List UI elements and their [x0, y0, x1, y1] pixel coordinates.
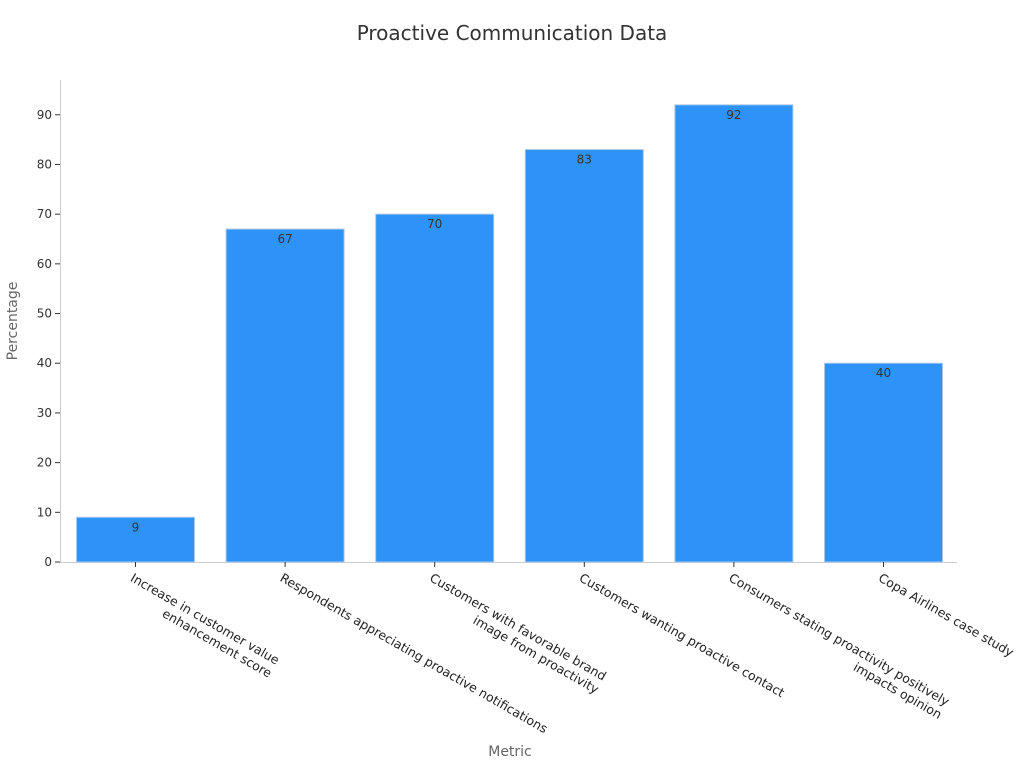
data-label: 92 [726, 108, 741, 122]
bar [375, 213, 495, 563]
x-tick-label-line: Copa Airlines case study [876, 570, 1017, 660]
bar [674, 104, 794, 563]
bars: 9 67 70 83 92 40 [76, 104, 943, 563]
plot-area: 0 10 20 30 40 50 60 70 80 90 9 67 70 83 92 40 Increase… [37, 80, 1017, 736]
y-tick-label: 20 [37, 456, 52, 470]
data-label: 40 [876, 366, 891, 380]
x-tick-label-line: Respondents appreciating proactive notif… [278, 570, 551, 736]
data-label: 83 [577, 153, 592, 167]
chart-title: Proactive Communication Data [357, 21, 668, 45]
y-tick-label: 0 [44, 555, 52, 569]
x-tick-label-line: Customers with favorable brand [427, 570, 609, 684]
bar [824, 362, 943, 563]
bar [524, 149, 644, 563]
y-ticks: 0 10 20 30 40 50 60 70 80 90 [37, 108, 60, 569]
bar [76, 516, 195, 563]
data-label: 70 [427, 217, 442, 231]
y-tick-label: 70 [37, 207, 52, 221]
data-label: 67 [277, 232, 292, 246]
y-tick-label: 10 [37, 505, 52, 519]
x-tick-label: Respondents appreciating proactive notif… [278, 570, 551, 736]
data-label: 9 [132, 520, 140, 534]
y-tick-label: 30 [37, 406, 52, 420]
x-tick-label: Copa Airlines case study [876, 570, 1017, 660]
y-tick-label: 60 [37, 257, 52, 271]
x-axis-label: Metric [488, 744, 532, 760]
y-tick-label: 50 [37, 307, 52, 321]
y-tick-label: 40 [37, 356, 52, 370]
bar [225, 228, 345, 563]
y-axis-label: Percentage [5, 282, 21, 361]
y-tick-label: 90 [37, 108, 52, 122]
x-tick-label-line: Increase in customer value [128, 570, 282, 668]
y-tick-label: 80 [37, 157, 52, 171]
